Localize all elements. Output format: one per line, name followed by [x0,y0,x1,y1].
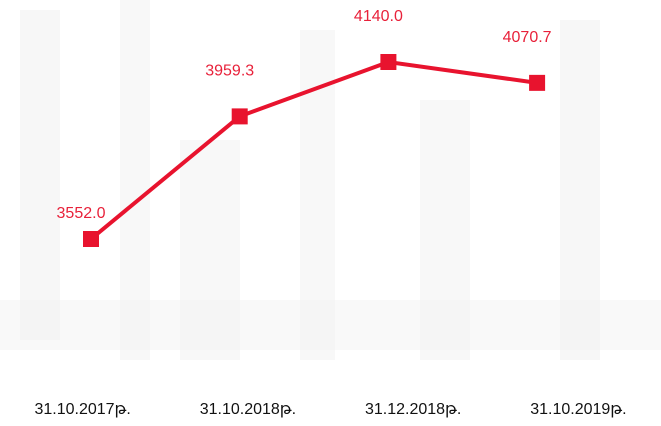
background-pattern [0,0,661,360]
x-tick-label: 31.10.2017թ. [34,401,130,418]
data-label: 4140.0 [354,8,403,25]
x-tick-label: 31.12.2018թ. [365,401,461,418]
marker [83,231,99,247]
line [89,59,538,241]
x-tick-label: 31.10.2019թ. [530,401,626,418]
data-label: 4070.7 [503,29,552,46]
data-label: 3959.3 [205,63,254,80]
marker [231,108,248,125]
marker [529,74,546,91]
data-label: 3552.0 [57,205,106,222]
x-tick-label: 31.10.2018թ. [200,401,296,418]
marker [380,54,397,70]
